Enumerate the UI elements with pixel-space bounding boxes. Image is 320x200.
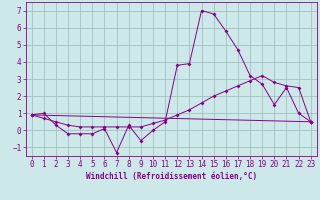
X-axis label: Windchill (Refroidissement éolien,°C): Windchill (Refroidissement éolien,°C) <box>86 172 257 181</box>
